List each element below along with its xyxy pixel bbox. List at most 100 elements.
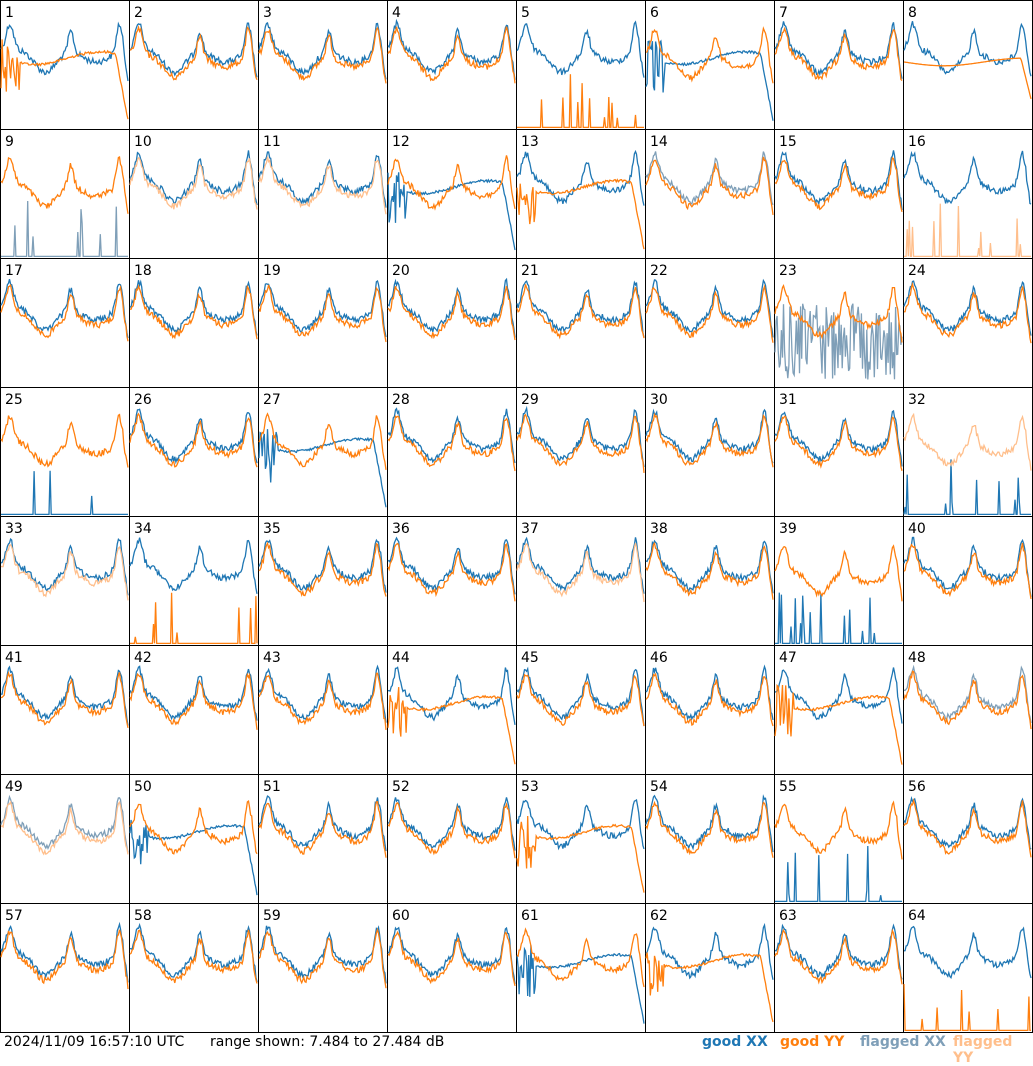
panel-44: 44	[387, 645, 517, 775]
panel-frame	[387, 129, 517, 259]
panel-53: 53	[516, 774, 646, 904]
series-good-yy	[516, 815, 645, 893]
series-good-xx	[645, 794, 774, 853]
panel-label: 61	[521, 908, 539, 924]
series-good-yy	[516, 178, 645, 250]
panel-62: 62	[645, 903, 775, 1033]
panel-frame	[129, 258, 259, 388]
panel-label: 17	[5, 263, 23, 279]
series-good-yy	[0, 155, 129, 214]
panel-32: 32	[903, 387, 1033, 517]
panel-frame	[774, 645, 904, 775]
panel-label: 60	[392, 908, 410, 924]
panel-8: 8	[903, 0, 1033, 130]
panel-4: 4	[387, 0, 517, 130]
panel-label: 12	[392, 134, 410, 150]
series-good-xx	[129, 22, 258, 78]
panel-label: 46	[650, 650, 668, 666]
panel-frame	[258, 516, 388, 646]
panel-39: 39	[774, 516, 904, 646]
series-good-xx	[645, 408, 774, 464]
panel-label: 26	[134, 392, 152, 408]
series-good-yy	[0, 413, 129, 468]
panel-63: 63	[774, 903, 904, 1033]
panel-label: 29	[521, 392, 539, 408]
panel-frame	[516, 387, 646, 517]
series-good-xx	[516, 149, 645, 206]
series-good-yy	[774, 800, 903, 860]
panel-41: 41	[0, 645, 130, 775]
panel-label: 62	[650, 908, 668, 924]
series-good-yy	[516, 413, 645, 473]
series-good-yy	[387, 26, 516, 84]
panel-23: 23	[774, 258, 904, 388]
series-good-yy	[387, 687, 516, 765]
series-good-yy	[645, 541, 774, 600]
series-good-yy	[774, 928, 903, 985]
series-good-yy	[645, 672, 774, 727]
panel-label: 9	[5, 134, 14, 150]
series-good-xx	[903, 21, 1032, 77]
series-good-yy	[903, 281, 1032, 344]
legend-flagged-xx: flagged XX	[860, 1034, 946, 1050]
panel-21: 21	[516, 258, 646, 388]
series-flagged-yy	[516, 542, 645, 603]
series-good-xx	[387, 797, 516, 851]
panel-47: 47	[774, 645, 904, 775]
panel-label: 22	[650, 263, 668, 279]
panel-label: 23	[779, 263, 797, 279]
panel-label: 20	[392, 263, 410, 279]
panel-11: 11	[258, 129, 388, 259]
series-good-yy	[903, 983, 1031, 1032]
series-good-yy	[387, 802, 516, 859]
panel-50: 50	[129, 774, 259, 904]
series-good-yy	[0, 670, 129, 729]
panel-54: 54	[645, 774, 775, 904]
panel-frame	[645, 645, 775, 775]
series-good-xx	[258, 279, 387, 338]
panel-label: 37	[521, 521, 539, 537]
series-good-xx	[258, 925, 387, 984]
panel-label: 45	[521, 650, 539, 666]
series-flagged-xx	[903, 664, 1032, 724]
panel-label: 31	[779, 392, 797, 408]
series-good-xx	[1, 470, 128, 516]
panel-label: 39	[779, 521, 797, 537]
panel-label: 43	[263, 650, 281, 666]
panel-label: 10	[134, 134, 152, 150]
panel-15: 15	[774, 129, 904, 259]
panel-frame	[387, 0, 517, 130]
series-good-xx	[0, 921, 129, 983]
series-good-yy	[645, 412, 774, 468]
series-good-xx	[645, 539, 774, 594]
series-good-xx	[387, 926, 516, 985]
panel-58: 58	[129, 903, 259, 1033]
panel-label: 52	[392, 779, 410, 795]
series-good-xx	[774, 150, 903, 211]
panel-22: 22	[645, 258, 775, 388]
timestamp: 2024/11/09 16:57:10 UTC	[4, 1034, 185, 1050]
panel-label: 40	[908, 521, 926, 537]
panel-label: 41	[5, 650, 23, 666]
series-good-yy	[774, 283, 903, 343]
panel-label: 56	[908, 779, 926, 795]
panel-46: 46	[645, 645, 775, 775]
series-good-yy	[129, 929, 258, 984]
legend-good-yy: good YY	[780, 1034, 845, 1050]
series-good-yy	[129, 672, 258, 730]
series-good-yy	[516, 927, 645, 988]
series-good-xx	[0, 665, 129, 726]
series-good-xx	[387, 407, 516, 464]
panel-label: 64	[908, 908, 926, 924]
panel-label: 38	[650, 521, 668, 537]
panel-19: 19	[258, 258, 388, 388]
panel-28: 28	[387, 387, 517, 517]
panel-2: 2	[129, 0, 259, 130]
series-good-yy	[774, 156, 903, 213]
panel-frame	[0, 774, 130, 904]
series-good-xx	[387, 536, 516, 595]
series-good-yy	[645, 952, 774, 1023]
series-flagged-yy	[904, 203, 1031, 258]
panel-frame	[774, 903, 904, 1033]
panel-33: 33	[0, 516, 130, 646]
